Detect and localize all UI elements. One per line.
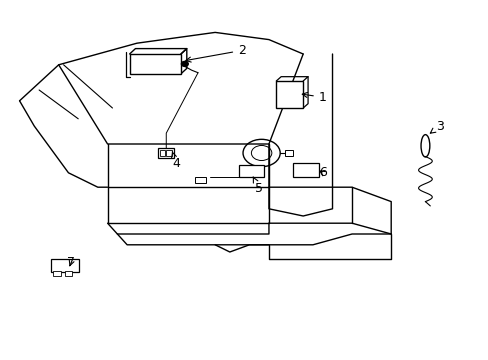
- FancyBboxPatch shape: [129, 54, 181, 74]
- FancyBboxPatch shape: [239, 165, 263, 177]
- FancyBboxPatch shape: [166, 150, 171, 156]
- Text: 4: 4: [171, 152, 180, 170]
- FancyBboxPatch shape: [51, 259, 79, 272]
- Ellipse shape: [420, 135, 429, 157]
- Circle shape: [181, 61, 188, 66]
- Text: 2: 2: [185, 44, 245, 62]
- Text: 3: 3: [429, 120, 443, 133]
- Text: 7: 7: [67, 256, 75, 269]
- FancyBboxPatch shape: [160, 150, 165, 156]
- Text: 1: 1: [302, 91, 326, 104]
- Text: 5: 5: [253, 177, 263, 195]
- FancyBboxPatch shape: [292, 163, 319, 177]
- FancyBboxPatch shape: [158, 148, 174, 158]
- FancyBboxPatch shape: [284, 150, 293, 156]
- FancyBboxPatch shape: [64, 271, 72, 276]
- FancyBboxPatch shape: [53, 271, 61, 276]
- FancyBboxPatch shape: [195, 177, 205, 183]
- Text: 6: 6: [318, 166, 326, 179]
- FancyBboxPatch shape: [276, 81, 303, 108]
